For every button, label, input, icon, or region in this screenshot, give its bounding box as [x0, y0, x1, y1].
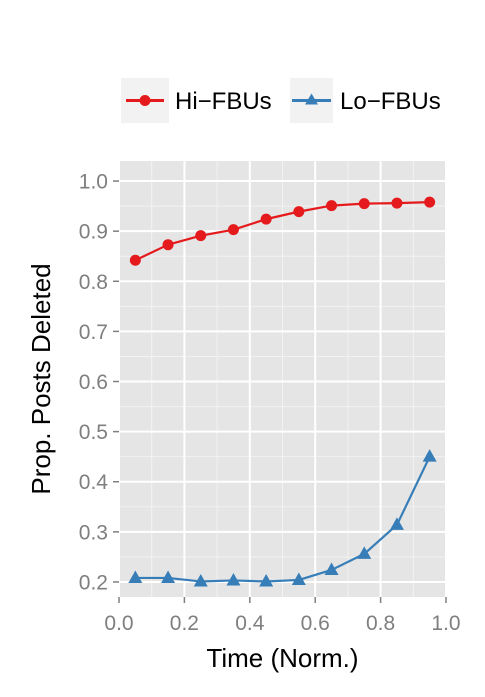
y-tick-label: 0.9: [79, 221, 108, 244]
x-tick-label: 0.8: [366, 612, 395, 635]
series-line-hi-fbus: [134, 200, 430, 262]
legend-label-hi-fbus: Hi−FBUs: [175, 88, 272, 115]
data-point-hi-fbus: [260, 213, 272, 225]
data-point-lo-fbus: [226, 572, 241, 586]
y-tick-label: 0.2: [79, 571, 108, 594]
data-point-hi-fbus: [195, 230, 207, 242]
x-tick-label: 1.0: [431, 612, 460, 635]
y-tick-label: 0.4: [79, 471, 109, 494]
data-point-lo-fbus: [193, 573, 208, 587]
x-tick-label: 0.4: [235, 612, 265, 635]
data-point-hi-fbus: [326, 200, 338, 212]
y-tick-label: 0.6: [79, 371, 108, 394]
data-point-hi-fbus: [227, 224, 239, 236]
data-point-lo-fbus: [357, 546, 372, 559]
data-point-lo-fbus: [389, 517, 404, 530]
y-tick-label: 1.0: [79, 171, 108, 194]
data-point-lo-fbus: [291, 572, 306, 585]
y-axis-title: Prop. Posts Deleted: [26, 263, 56, 494]
y-tick-label: 0.3: [79, 521, 108, 544]
grid-minor: [119, 161, 446, 597]
y-tick-label: 0.7: [79, 321, 108, 344]
data-point-lo-fbus: [161, 570, 176, 583]
data-point-lo-fbus: [128, 570, 143, 583]
legend-marker-hi-fbus: [139, 95, 151, 106]
data-point-lo-fbus: [422, 449, 437, 462]
x-axis-title: Time (Norm.): [206, 643, 358, 673]
legend: Hi−FBUs Lo−FBUs: [121, 78, 441, 123]
data-point-hi-fbus: [129, 254, 141, 266]
y-tick-label: 0.8: [79, 271, 108, 294]
legend-marker-lo-fbus: [305, 93, 318, 105]
series-line-lo-fbus: [135, 456, 431, 583]
x-axis: 0.0 0.2 0.4 0.6 0.8 1.0: [104, 597, 461, 635]
data-point-hi-fbus: [424, 196, 436, 208]
data-point-hi-fbus: [162, 239, 174, 251]
y-axis: 0.2 0.3 0.4 0.5 0.6 0.7 0.8 0.9 1.0: [79, 171, 119, 594]
legend-label-lo-fbus: Lo−FBUs: [340, 88, 441, 115]
x-tick-label: 0.0: [104, 612, 133, 635]
data-point-lo-fbus: [259, 573, 274, 587]
data-point-hi-fbus: [293, 206, 305, 218]
series-layer: [128, 196, 437, 587]
data-point-lo-fbus: [324, 562, 339, 575]
x-tick-label: 0.6: [301, 612, 330, 635]
data-point-hi-fbus: [391, 197, 403, 209]
data-point-hi-fbus: [358, 198, 370, 210]
grid-major: [118, 161, 447, 597]
x-tick-label: 0.2: [170, 612, 199, 635]
y-tick-label: 0.5: [79, 421, 108, 444]
